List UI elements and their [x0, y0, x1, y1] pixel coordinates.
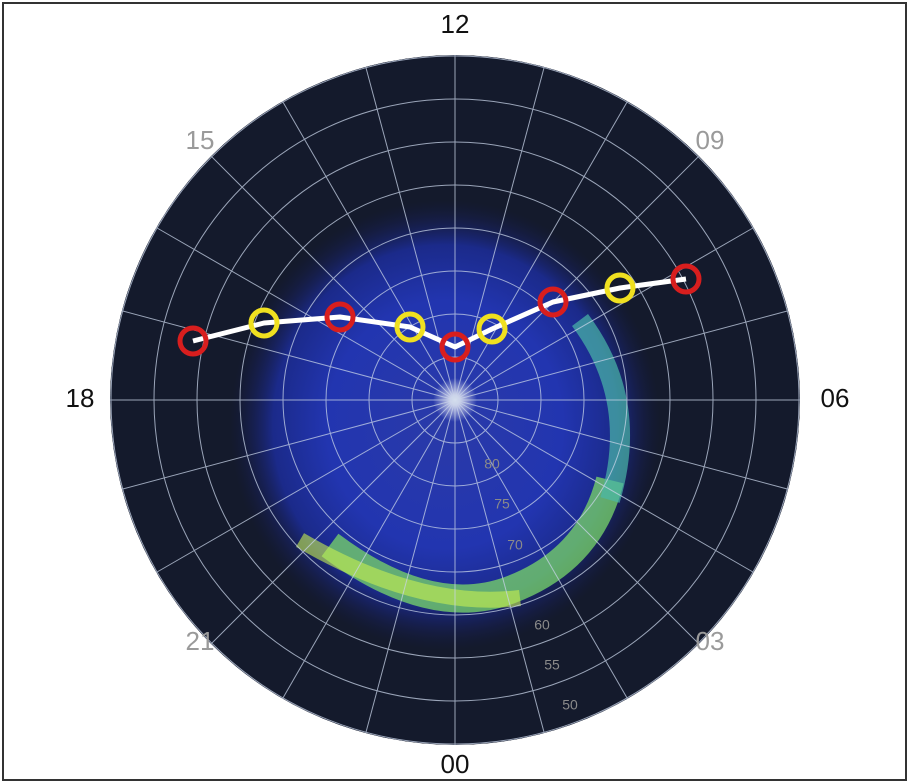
hour-label: 18	[66, 383, 95, 413]
inner-hour-label: 09	[696, 125, 725, 155]
latitude-label: 80	[484, 456, 500, 472]
latitude-label: 70	[507, 537, 523, 553]
latitude-label: 60	[534, 617, 550, 633]
hour-label: 12	[441, 9, 470, 39]
latitude-label: 50	[562, 697, 578, 713]
inner-hour-label: 15	[186, 125, 215, 155]
hour-label: 00	[441, 749, 470, 779]
inner-hour-label: 21	[186, 626, 215, 656]
hour-label: 06	[821, 383, 850, 413]
inner-hour-label: 03	[696, 626, 725, 656]
polar-plot: 12 06 00 18 15 09 21 03 80 75 70 60 55 5…	[0, 0, 909, 783]
latitude-label: 75	[494, 496, 510, 512]
latitude-label: 55	[544, 657, 560, 673]
